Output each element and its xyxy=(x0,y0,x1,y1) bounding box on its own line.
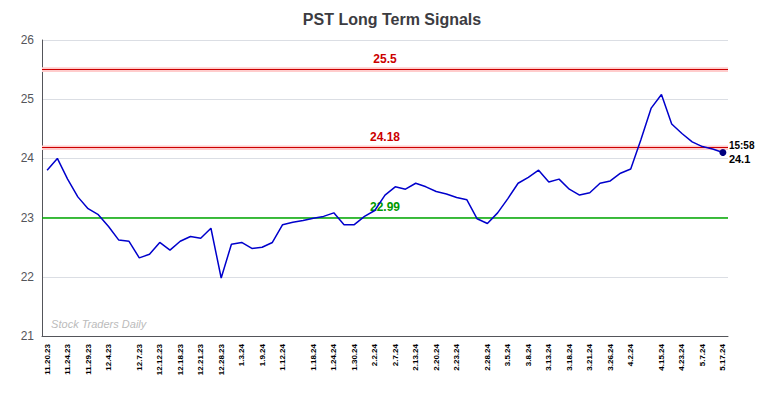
svg-text:23: 23 xyxy=(21,211,35,225)
svg-text:4.2.24: 4.2.24 xyxy=(626,343,635,366)
svg-text:15:58: 15:58 xyxy=(729,140,755,151)
svg-text:25.5: 25.5 xyxy=(373,52,397,66)
svg-text:12.18.23: 12.18.23 xyxy=(176,343,185,375)
svg-text:3.8.24: 3.8.24 xyxy=(524,343,533,366)
svg-text:2.7.24: 2.7.24 xyxy=(391,343,400,366)
svg-text:11.24.23: 11.24.23 xyxy=(63,343,72,374)
svg-text:24.18: 24.18 xyxy=(370,130,400,144)
svg-text:3.21.24: 3.21.24 xyxy=(585,343,594,370)
svg-text:1.18.24: 1.18.24 xyxy=(309,343,318,370)
svg-text:3.13.24: 3.13.24 xyxy=(544,343,553,370)
svg-text:3.5.24: 3.5.24 xyxy=(503,343,512,366)
svg-text:2.28.24: 2.28.24 xyxy=(483,343,492,370)
svg-text:2.20.24: 2.20.24 xyxy=(432,343,441,370)
svg-text:2.2.24: 2.2.24 xyxy=(370,343,379,366)
svg-text:2.13.24: 2.13.24 xyxy=(411,343,420,370)
svg-text:12.21.23: 12.21.23 xyxy=(196,343,205,375)
svg-text:25: 25 xyxy=(21,92,35,106)
svg-text:4.15.24: 4.15.24 xyxy=(657,343,666,370)
svg-text:Stock Traders Daily: Stock Traders Daily xyxy=(51,318,148,330)
svg-text:4.23.24: 4.23.24 xyxy=(677,343,686,370)
svg-text:5.17.24: 5.17.24 xyxy=(718,343,727,370)
svg-text:1.3.24: 1.3.24 xyxy=(237,343,246,366)
svg-text:11.29.23: 11.29.23 xyxy=(84,343,93,374)
svg-text:12.28.23: 12.28.23 xyxy=(217,343,226,375)
svg-text:PST Long Term Signals: PST Long Term Signals xyxy=(303,11,481,28)
svg-text:24: 24 xyxy=(21,151,35,165)
svg-text:1.24.24: 1.24.24 xyxy=(329,343,338,370)
svg-text:12.4.23: 12.4.23 xyxy=(104,343,113,370)
svg-text:12.7.23: 12.7.23 xyxy=(135,343,144,370)
svg-text:1.12.24: 1.12.24 xyxy=(278,343,287,370)
svg-text:3.26.24: 3.26.24 xyxy=(606,343,615,370)
svg-text:5.7.24: 5.7.24 xyxy=(698,343,707,366)
svg-text:3.18.24: 3.18.24 xyxy=(565,343,574,370)
svg-text:24.1: 24.1 xyxy=(729,153,750,165)
svg-text:26: 26 xyxy=(21,33,35,47)
svg-text:22.99: 22.99 xyxy=(370,200,400,214)
svg-text:2.23.24: 2.23.24 xyxy=(452,343,461,370)
svg-text:22: 22 xyxy=(21,270,35,284)
svg-text:12.12.23: 12.12.23 xyxy=(155,343,164,375)
svg-text:1.9.24: 1.9.24 xyxy=(258,343,267,366)
svg-text:1.30.24: 1.30.24 xyxy=(350,343,359,370)
svg-text:11.20.23: 11.20.23 xyxy=(43,343,52,374)
svg-text:21: 21 xyxy=(21,329,35,343)
